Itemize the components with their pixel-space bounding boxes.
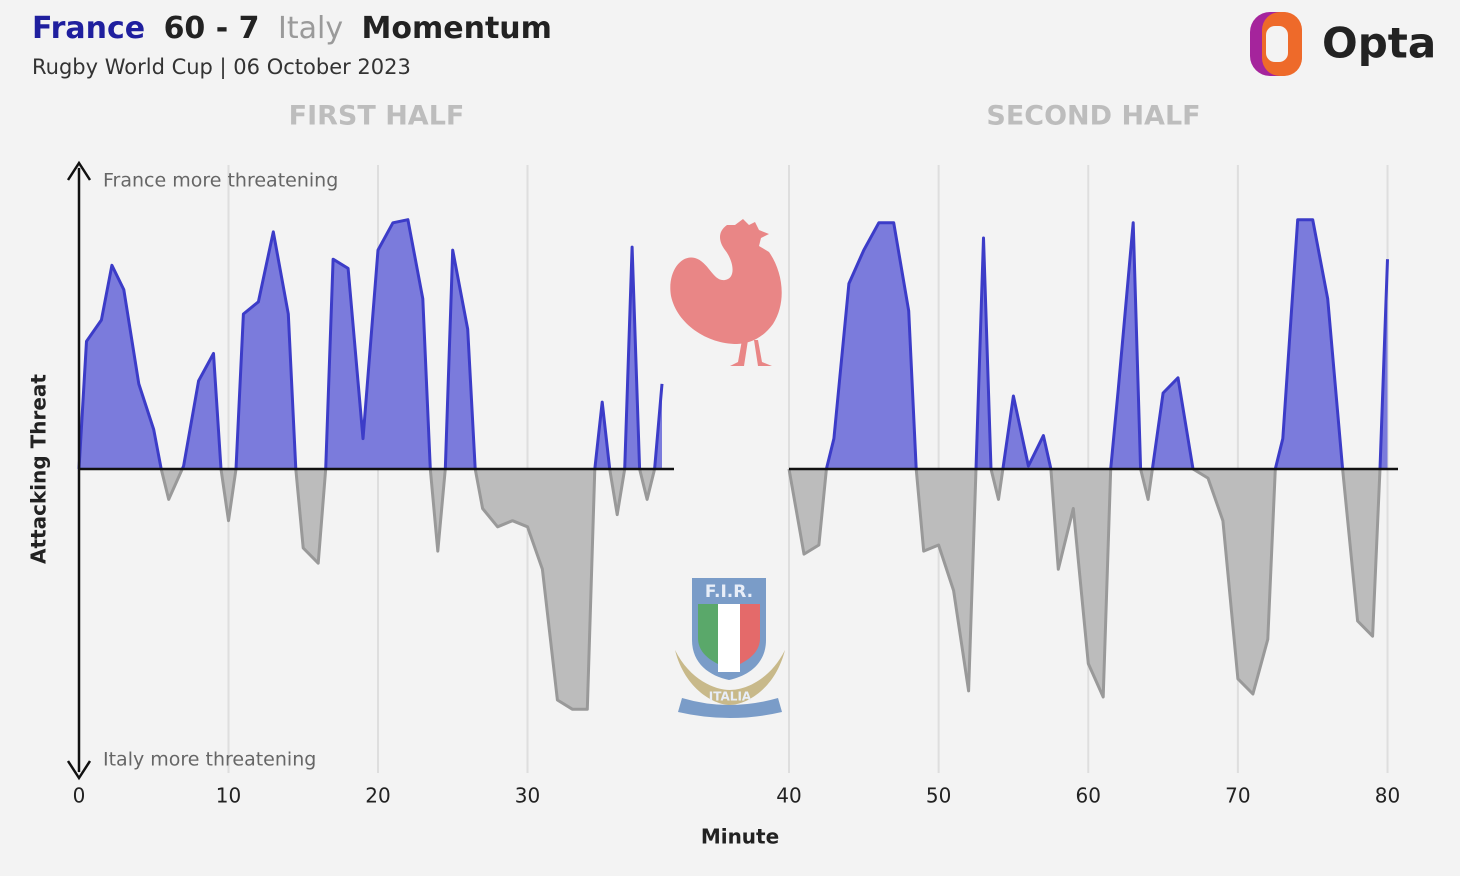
crest-green [698, 604, 718, 664]
plot: 0 10 20 30 40 50 60 70 80 FIRST HALF SECOND HALF [73, 101, 1401, 808]
crest-logo: F.I.R. ITALIA [675, 578, 785, 718]
x-tick-label: 80 [1375, 784, 1400, 808]
positive-area [789, 219, 1388, 469]
annotation: Italy more threatening [103, 749, 316, 771]
x-tick-label: 50 [926, 784, 951, 808]
axis-arrows [66, 160, 92, 781]
positive-line [789, 218, 1389, 469]
crest-ribbon [678, 698, 782, 718]
brand-logo: Opta [1250, 12, 1436, 76]
crest-text: F.I.R. [705, 582, 753, 602]
title-part: Italy [278, 11, 343, 46]
x-tick-label: 30 [515, 784, 540, 808]
annotation: France more threatening [103, 170, 338, 192]
x-tick-label: 0 [73, 784, 86, 808]
logo-mark [1266, 26, 1288, 62]
negative-area [789, 469, 1388, 697]
title-part: Momentum [362, 11, 552, 46]
title-part: 60 - 7 [164, 11, 260, 46]
x-tick-label: 10 [216, 784, 241, 808]
crest-red [740, 604, 760, 664]
crest-laurel [675, 650, 785, 705]
negative-line [79, 469, 657, 711]
crest-white [718, 604, 740, 672]
negative-line [787, 469, 1382, 699]
x-tick-label: 70 [1225, 784, 1250, 808]
rooster-logo [670, 219, 782, 366]
chart-title: France 60 - 7 Italy Momentum [32, 11, 552, 46]
panel-title: SECOND HALF [986, 101, 1200, 132]
rooster-body [670, 219, 782, 344]
x-tick-label: 40 [776, 784, 801, 808]
positive-line [77, 218, 664, 469]
x-axis-label: Minute [701, 825, 779, 849]
crest-text: ITALIA [709, 690, 752, 704]
x-tick-label: 20 [365, 784, 390, 808]
title-part: France [32, 11, 145, 46]
panel-title: FIRST HALF [289, 101, 465, 132]
y-axis-label: Attacking Threat [27, 374, 51, 564]
rooster-legs [730, 340, 772, 366]
subtitle: Rugby World Cup | 06 October 2023 [32, 55, 411, 80]
brand-name: Opta [1322, 19, 1436, 68]
x-tick-label: 60 [1076, 784, 1101, 808]
